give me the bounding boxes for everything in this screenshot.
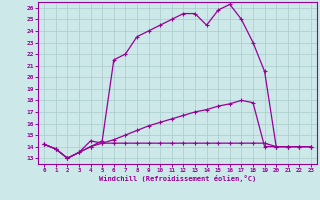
X-axis label: Windchill (Refroidissement éolien,°C): Windchill (Refroidissement éolien,°C) — [99, 175, 256, 182]
